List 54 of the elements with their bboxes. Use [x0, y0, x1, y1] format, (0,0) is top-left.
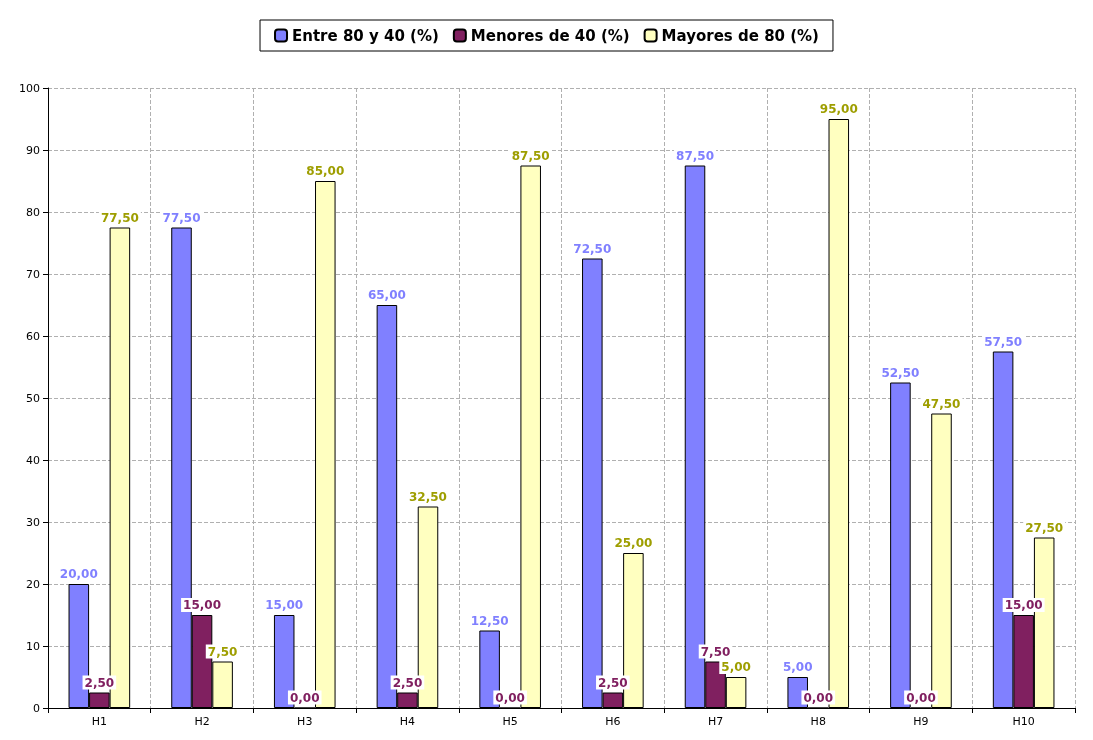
- x-tick-label: H9: [913, 715, 929, 728]
- x-tick-label: H6: [605, 715, 621, 728]
- data-label: 77,50: [100, 210, 139, 225]
- data-label: 27,50: [1025, 520, 1064, 535]
- y-tick-label: 30: [26, 515, 40, 529]
- legend-label: Mayores de 80 (%): [661, 26, 819, 45]
- data-label: 5,00: [721, 660, 751, 674]
- x-tick-label: H5: [502, 715, 518, 728]
- data-label: 65,00: [367, 288, 406, 302]
- data-label: 7,50: [207, 644, 238, 659]
- y-tick-label: 100: [19, 81, 40, 95]
- data-label: 15,00: [1004, 598, 1043, 612]
- x-tick-label: H4: [399, 715, 416, 728]
- data-label: 87,50: [676, 148, 714, 163]
- y-tick-label: 40: [26, 453, 40, 467]
- data-label: 32,50: [409, 489, 447, 504]
- data-label: 2,50: [598, 675, 628, 690]
- data-label: 0,00: [906, 690, 936, 705]
- data-label: 5,00: [782, 660, 813, 674]
- data-label: 12,50: [470, 613, 509, 628]
- y-tick-label: 70: [26, 267, 40, 281]
- x-tick-label: H7: [707, 715, 724, 728]
- x-tick-label: H8: [810, 715, 826, 728]
- y-tick-label: 20: [26, 577, 40, 591]
- data-label: 0,00: [289, 690, 320, 705]
- x-tick-label: H3: [297, 715, 313, 728]
- legend-label: Entre 80 y 40 (%): [292, 26, 439, 45]
- y-tick-label: 60: [26, 329, 40, 343]
- data-label: 2,50: [84, 675, 115, 690]
- y-tick-label: 90: [26, 143, 40, 157]
- y-tick-label: 50: [26, 391, 40, 405]
- data-label: 57,50: [984, 334, 1023, 349]
- x-tick-label: H10: [1012, 715, 1035, 728]
- data-label: 52,50: [881, 365, 920, 380]
- data-label: 15,00: [183, 598, 222, 612]
- data-label: 0,00: [803, 690, 834, 705]
- y-tick-label: 0: [33, 701, 40, 715]
- data-label: 85,00: [306, 164, 345, 178]
- data-label: 95,00: [819, 102, 858, 116]
- y-tick-label: 80: [26, 205, 40, 219]
- data-label: 2,50: [392, 675, 423, 690]
- x-tick-label: H1: [91, 715, 107, 728]
- data-label: 72,50: [573, 241, 612, 256]
- data-label: 87,50: [511, 148, 550, 163]
- data-label: 7,50: [700, 644, 731, 659]
- data-label: 47,50: [922, 396, 961, 411]
- data-label: 0,00: [495, 690, 525, 705]
- data-label: 25,00: [614, 536, 653, 550]
- legend-label: Menores de 40 (%): [470, 26, 630, 45]
- data-label: 15,00: [265, 598, 304, 612]
- data-label: 20,00: [59, 567, 98, 581]
- y-tick-label: 10: [26, 639, 40, 653]
- data-label: 77,50: [162, 210, 201, 225]
- x-tick-label: H2: [194, 715, 210, 728]
